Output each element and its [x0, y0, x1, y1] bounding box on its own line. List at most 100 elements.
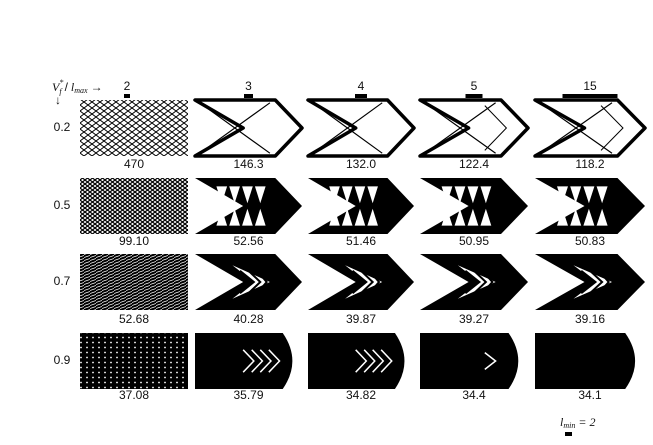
design-member	[589, 270, 604, 294]
cell-value: 470	[124, 157, 144, 171]
cell-value: 34.4	[462, 388, 486, 402]
row-label: 0.7	[54, 274, 71, 288]
design-hole	[216, 208, 228, 226]
col-var: l	[71, 80, 75, 94]
cell-value: 39.87	[346, 312, 376, 326]
right-arrow: →	[91, 80, 103, 94]
scale-bar	[244, 94, 253, 98]
design-hole	[329, 186, 340, 204]
cell-value: 132.0	[346, 157, 376, 171]
design-hole	[467, 186, 479, 204]
design-hole	[341, 186, 353, 204]
row-label: 0.5	[54, 198, 71, 212]
lattice-image	[80, 178, 188, 234]
cell-value: 39.16	[575, 312, 605, 326]
design-member	[247, 270, 262, 294]
cell-value: 99.10	[119, 234, 149, 248]
design-hole	[229, 186, 240, 204]
design-hole	[557, 186, 568, 204]
footer-label: lmin = 2	[560, 415, 595, 430]
design-hole	[454, 208, 466, 226]
row-var-sup: *	[59, 78, 63, 87]
design-hole	[557, 208, 568, 226]
column-header: 3	[245, 79, 252, 93]
design-hole	[372, 349, 385, 373]
design-hole	[480, 186, 492, 204]
design-hole	[355, 349, 368, 373]
design-hole	[242, 208, 253, 226]
scale-bar	[355, 94, 367, 98]
cell-value: 50.95	[459, 234, 489, 248]
design-hole	[596, 186, 608, 204]
cell-value: 35.79	[233, 388, 263, 402]
design-hole	[454, 186, 466, 204]
design-hole	[254, 186, 266, 204]
design-member	[422, 101, 496, 155]
design-hole	[467, 208, 479, 226]
cell-value: 39.27	[459, 312, 489, 326]
design-hole	[242, 349, 255, 373]
column-header: 2	[124, 79, 131, 93]
design-member	[360, 270, 375, 294]
cell-value: 52.68	[119, 312, 149, 326]
design-hole	[329, 208, 340, 226]
design-hole	[232, 265, 270, 299]
lattice-image	[80, 254, 188, 310]
scale-bar	[562, 94, 618, 98]
scale-bar	[565, 432, 572, 436]
design-hole	[583, 186, 595, 204]
design-image	[420, 254, 528, 310]
design-hole	[354, 186, 366, 204]
row-label: 0.2	[54, 120, 71, 134]
design-member	[481, 270, 494, 294]
design-member	[484, 105, 508, 151]
design-hole	[441, 186, 453, 204]
design-hole	[254, 208, 266, 226]
cell-value: 51.46	[346, 234, 376, 248]
footer-var-sub: min	[563, 421, 575, 430]
design-hole	[259, 349, 273, 373]
design-hole	[457, 265, 496, 299]
design-image	[308, 333, 405, 389]
cell-value: 50.83	[575, 234, 605, 248]
design-hole	[354, 208, 366, 226]
design-member	[473, 270, 488, 294]
design-hole	[480, 208, 492, 226]
design-image	[535, 254, 645, 310]
design-image	[418, 98, 530, 158]
design-hole	[441, 208, 453, 226]
design-member	[537, 101, 613, 155]
cell-value: 122.4	[459, 157, 489, 171]
column-header: 15	[583, 79, 597, 93]
cell-value: 37.08	[119, 388, 149, 402]
design-hole	[251, 349, 264, 373]
footer-var: l	[560, 415, 564, 429]
cell-value: 146.3	[233, 157, 263, 171]
design-hole	[363, 349, 376, 373]
design-hole	[229, 208, 240, 226]
design-hole	[367, 186, 378, 204]
column-header: 5	[471, 79, 478, 93]
design-hole	[583, 208, 595, 226]
scale-bar	[124, 94, 130, 98]
footer-equals: = 2	[578, 415, 595, 429]
design-member	[239, 270, 256, 294]
design-image	[306, 98, 416, 158]
design-image	[308, 254, 414, 310]
design-hole	[484, 352, 497, 370]
row-label: 0.9	[54, 353, 71, 367]
lattice-image	[80, 100, 188, 156]
design-member	[351, 270, 368, 294]
design-hole	[345, 265, 383, 299]
design-hole	[570, 186, 582, 204]
design-hole	[367, 208, 378, 226]
cell-value: 52.56	[233, 234, 263, 248]
design-hole	[573, 265, 612, 299]
design-member	[197, 101, 271, 155]
design-image	[195, 333, 293, 389]
design-member	[368, 270, 381, 294]
design-hole	[570, 208, 582, 226]
design-member	[598, 270, 611, 294]
design-hole	[268, 349, 281, 373]
